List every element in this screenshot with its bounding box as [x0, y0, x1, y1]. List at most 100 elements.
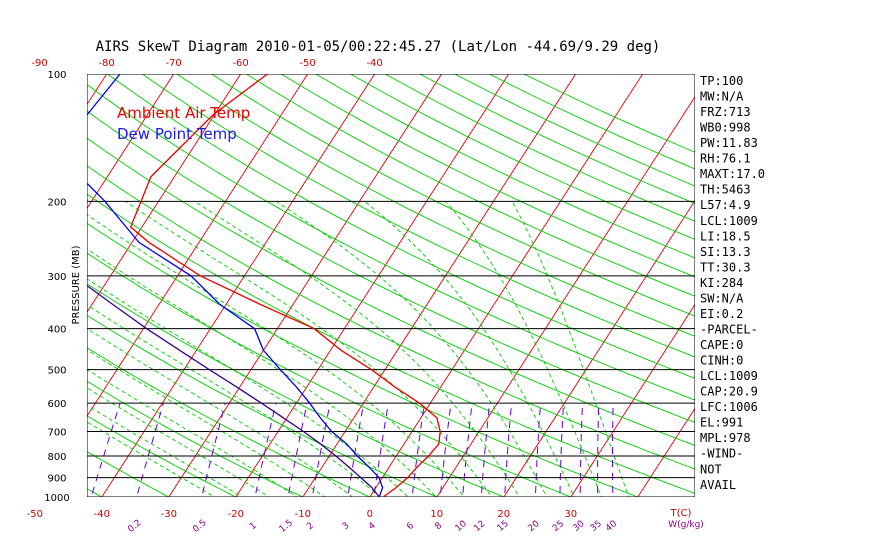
dry-adiabat-line [454, 74, 695, 187]
index-entry: PW:11.83 [700, 136, 758, 150]
temp-tick-bottom-label: -50 [27, 509, 43, 520]
mixing-ratio-tick-label: 2 [305, 521, 316, 532]
isotherm-line [87, 74, 175, 210]
mixing-ratio-line [504, 403, 512, 497]
temp-tick-top-label: -70 [165, 58, 181, 69]
mixing-ratio-tick-label: 10 [454, 519, 469, 534]
mixing-ratio-tick-label: 0.5 [191, 518, 208, 535]
index-entry: SI:13.3 [700, 245, 751, 259]
pressure-tick-label: 400 [47, 325, 66, 336]
mixing-ratio-tick-label: 3 [341, 521, 352, 532]
dry-adiabat-line [87, 165, 695, 470]
grid-layer [0, 65, 695, 506]
index-entry: LI:18.5 [700, 229, 751, 243]
index-entry: -WIND- [700, 447, 743, 461]
moist-adiabat-line [511, 201, 630, 497]
moist-adiabat-line [87, 369, 298, 497]
index-entry: NOT [700, 462, 722, 476]
mixing-ratio-tick-label: 4 [367, 521, 378, 533]
index-entry: -PARCEL- [700, 322, 758, 336]
temp-tick-bottom-label: 0 [367, 509, 373, 520]
index-entry: CAP:20.9 [700, 385, 758, 399]
index-entry: MPL:978 [700, 431, 751, 445]
pressure-tick-label: 700 [47, 427, 66, 438]
mixing-ratio-line [254, 403, 277, 497]
pressure-tick-label: 500 [47, 366, 66, 377]
index-entry: TH:5463 [700, 183, 751, 197]
isotherm-line [235, 74, 510, 497]
index-entry: AVAIL [700, 478, 736, 492]
isotherm-line [503, 199, 695, 497]
isotherm-line [0, 65, 46, 506]
temp-tick-bottom-label: -10 [295, 509, 311, 520]
index-entry: FRZ:713 [700, 105, 751, 119]
moist-adiabat-line [445, 201, 603, 497]
dry-adiabat-line [87, 193, 695, 494]
pressure-tick-label: 900 [47, 474, 66, 485]
mixing-ratio-tick-label: 35 [589, 519, 604, 534]
dry-adiabat-line [87, 222, 640, 497]
mixing-ratio-line [287, 403, 308, 497]
mixing-ratio-line [439, 403, 452, 497]
mixing-ratio-line [136, 403, 164, 497]
chart-title: AIRS SkewT Diagram 2010-01-05/00:22:45.2… [96, 39, 661, 55]
moist-adiabat-line [87, 349, 326, 497]
pressure-tick-label: 200 [47, 197, 66, 208]
dry-adiabat-line [176, 74, 695, 337]
temp-tick-top-label: -50 [299, 58, 315, 69]
mixing-ratio-line [559, 403, 564, 497]
dry-adiabat-line [315, 74, 695, 259]
dry-adiabat-line [87, 137, 695, 446]
mixing-ratio-unit-label: W(g/kg) [668, 520, 704, 530]
index-entry: TT:30.3 [700, 260, 751, 274]
mixing-ratio-tick-label: 1 [248, 521, 259, 532]
isotherm-line [87, 74, 242, 314]
mixing-ratio-tick-label: 20 [526, 519, 541, 534]
temp-tick-top-label: -80 [98, 58, 114, 69]
index-entry: SW:N/A [700, 291, 744, 305]
temp-tick-bottom-label: 10 [430, 509, 443, 520]
moist-adiabat-line [87, 328, 354, 497]
dry-adiabat-line [87, 84, 695, 401]
isotherm-line [168, 74, 443, 497]
mixing-ratio-line [534, 403, 541, 497]
temp-tick-bottom-label: 20 [497, 509, 510, 520]
mixing-ratio-tick-label: 8 [433, 521, 444, 533]
y-axis-label: PRESSURE (MB) [71, 245, 82, 324]
pressure-tick-label: 300 [47, 272, 66, 283]
pressure-tick-label: 100 [47, 70, 66, 81]
isotherm-line [369, 74, 644, 497]
pressure-tick-label: 1000 [44, 493, 69, 504]
dry-adiabat-line [280, 74, 695, 278]
mixing-ratio-line [201, 403, 226, 497]
mixing-ratio-line [597, 403, 600, 497]
dry-adiabat-line [350, 74, 695, 240]
index-entry: LCL:1009 [700, 369, 758, 383]
isotherm-line [87, 74, 309, 417]
temp-tick-bottom-label: -40 [94, 509, 110, 520]
series-dew-point-temp-line [87, 74, 384, 497]
index-entry: KI:284 [700, 276, 743, 290]
temp-tick-bottom-label: -30 [161, 509, 177, 520]
index-entry: LFC:1006 [700, 400, 758, 414]
index-entry: EL:991 [700, 416, 743, 430]
dry-adiabat-line [87, 488, 103, 497]
series-parcel-line [87, 284, 380, 497]
mixing-ratio-line [373, 403, 389, 497]
moist-adiabat-line [364, 200, 575, 497]
moist-adiabat-line [194, 200, 520, 497]
legend-ambient-air-temp: Ambient Air Temp [117, 104, 250, 122]
isotherm-line [570, 303, 695, 497]
dry-adiabat-line [384, 74, 695, 222]
index-entry: EI:0.2 [700, 307, 743, 321]
mixing-ratio-tick-label: 15 [496, 519, 511, 534]
index-entry: MW:N/A [700, 90, 744, 104]
legend-dew-point-temp: Dew Point Temp [117, 125, 237, 143]
mixing-ratio-line [90, 403, 121, 497]
pressure-tick-label: 600 [47, 399, 66, 410]
mixing-ratio-line [347, 403, 365, 497]
temp-tick-bottom-label: -20 [228, 509, 244, 520]
